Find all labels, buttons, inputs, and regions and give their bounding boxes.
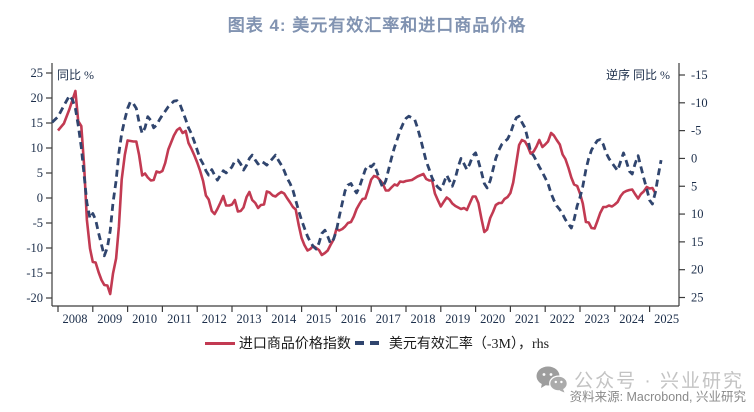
red-line-swatch (204, 341, 235, 345)
svg-text:2009: 2009 (97, 312, 122, 326)
svg-text:2025: 2025 (654, 312, 679, 326)
svg-text:0: 0 (37, 191, 43, 205)
watermark-text: 公众号 · 兴业研究 (574, 371, 744, 392)
svg-text:15: 15 (691, 235, 704, 249)
svg-text:2021: 2021 (515, 312, 540, 326)
svg-text:25: 25 (691, 291, 704, 305)
svg-text:2024: 2024 (619, 312, 645, 326)
svg-text:5: 5 (691, 179, 697, 193)
svg-text:2010: 2010 (132, 312, 157, 326)
svg-text:5: 5 (37, 166, 43, 180)
svg-text:-5: -5 (691, 124, 701, 138)
svg-text:2011: 2011 (167, 312, 192, 326)
watermark: 公众号 · 兴业研究 (536, 366, 744, 393)
svg-text:-10: -10 (691, 96, 708, 110)
svg-text:2014: 2014 (271, 312, 297, 326)
svg-text:-15: -15 (26, 266, 43, 280)
source-line: 资料来源: Macrobond, 兴业研究 (569, 390, 746, 404)
right-axis-caption: 逆序 同比 % (606, 68, 670, 82)
svg-text:20: 20 (691, 263, 704, 277)
svg-text:25: 25 (31, 66, 44, 80)
svg-text:0: 0 (691, 151, 697, 165)
svg-text:-5: -5 (33, 216, 43, 230)
svg-text:2019: 2019 (445, 312, 470, 326)
wechat-icon (536, 366, 569, 393)
chart-title: 图表 4: 美元有效汇率和进口商品价格 (227, 16, 527, 35)
svg-text:15: 15 (31, 116, 44, 130)
svg-text:-15: -15 (691, 68, 708, 82)
svg-text:2023: 2023 (585, 312, 610, 326)
legend-label-usd-neer: 美元有效汇率（-3M），rhs (388, 337, 550, 352)
svg-text:2020: 2020 (480, 312, 505, 326)
svg-text:10: 10 (691, 207, 704, 221)
legend-label-import-price: 进口商品价格指数 (238, 337, 351, 352)
legend-item-import-price: 进口商品价格指数 (204, 333, 351, 353)
svg-text:2012: 2012 (202, 312, 227, 326)
svg-text:2018: 2018 (411, 312, 436, 326)
svg-text:2017: 2017 (376, 312, 401, 326)
left-axis-caption: 同比 % (57, 68, 94, 82)
svg-text:2013: 2013 (237, 312, 262, 326)
svg-text:-10: -10 (26, 241, 43, 255)
svg-text:2015: 2015 (306, 312, 331, 326)
svg-text:20: 20 (31, 91, 44, 105)
svg-text:10: 10 (31, 141, 44, 155)
legend-item-usd-neer: 美元有效汇率（-3M），rhs (354, 333, 550, 353)
svg-text:2022: 2022 (550, 312, 575, 326)
navy-dashed-swatch (354, 341, 385, 345)
svg-text:2016: 2016 (341, 312, 366, 326)
chart-legend: 进口商品价格指数 美元有效汇率（-3M），rhs (0, 333, 754, 353)
svg-text:2008: 2008 (63, 312, 88, 326)
svg-text:-20: -20 (26, 291, 43, 305)
